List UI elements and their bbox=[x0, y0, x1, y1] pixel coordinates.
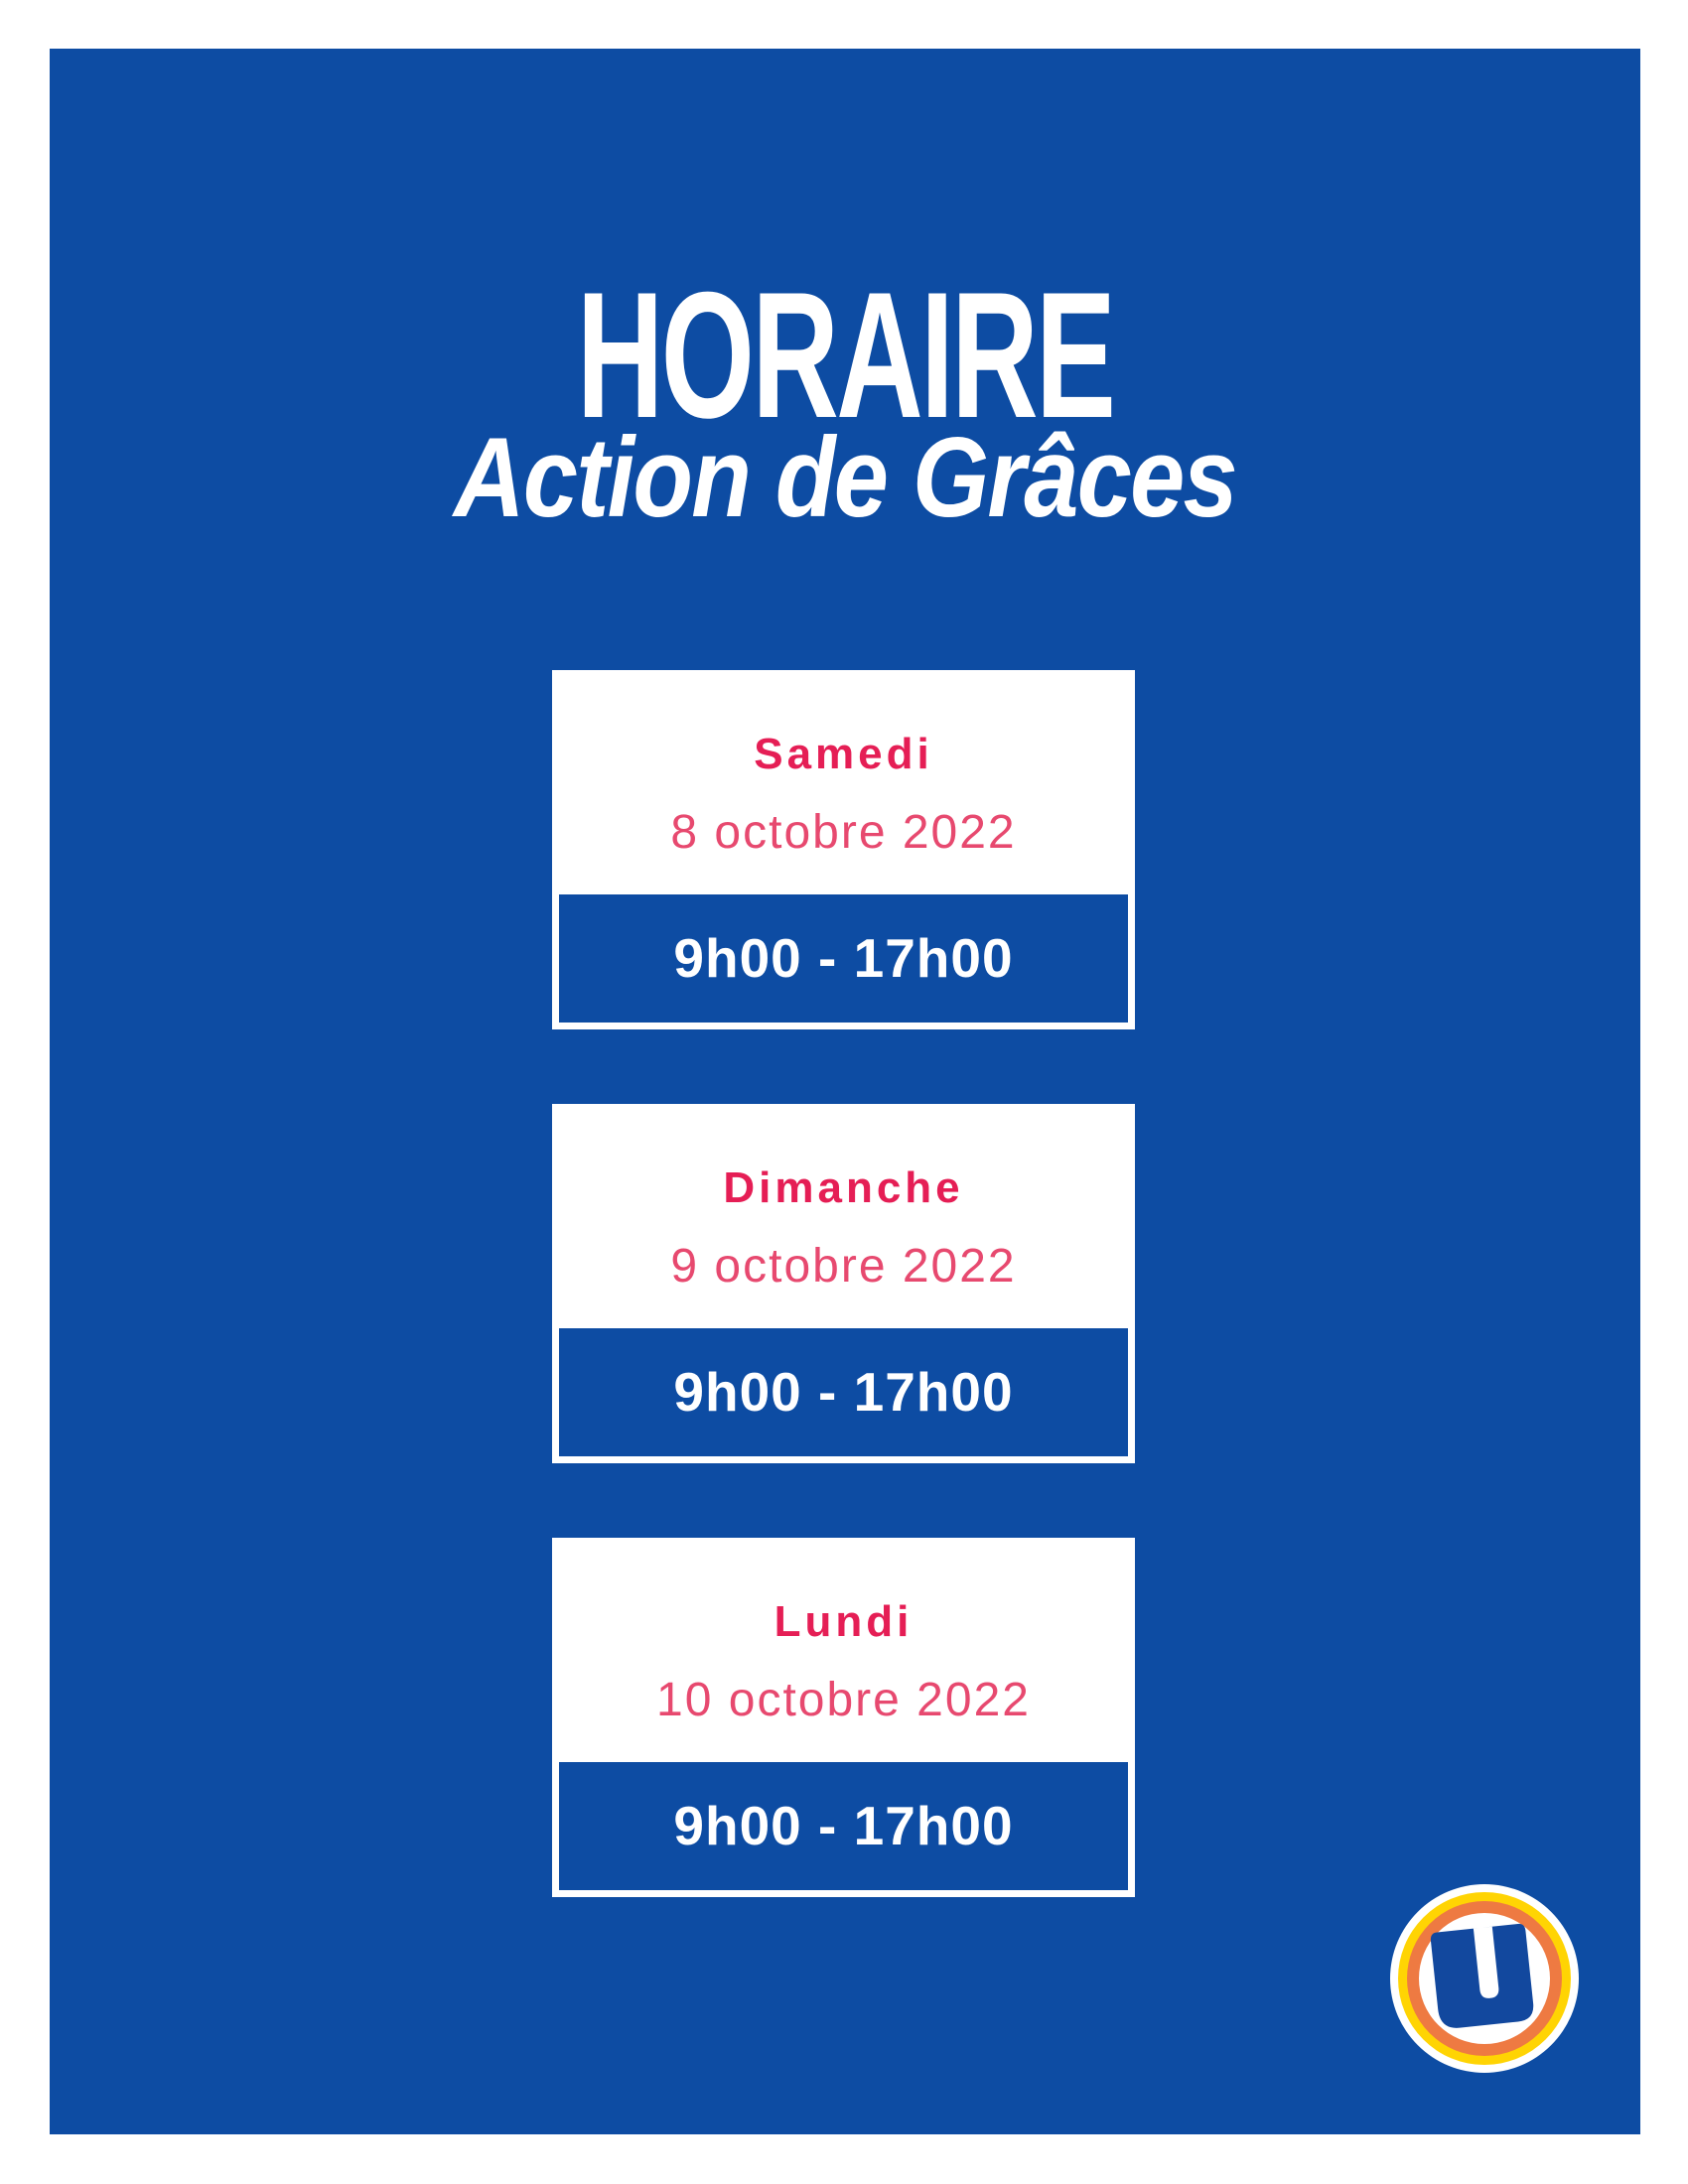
hours-label: 9h00 - 17h00 bbox=[673, 927, 1014, 989]
day-label: Samedi bbox=[754, 730, 933, 778]
day-label: Dimanche bbox=[723, 1163, 964, 1212]
poster-title: HORAIRE bbox=[576, 255, 1116, 456]
hours-label: 9h00 - 17h00 bbox=[673, 1795, 1014, 1856]
uniprix-logo bbox=[1390, 1884, 1579, 2073]
poster-background-panel: HORAIRE Action de Grâces Samedi 8 octobr… bbox=[50, 49, 1640, 2134]
day-label: Lundi bbox=[774, 1597, 914, 1646]
date-label: 9 octobre 2022 bbox=[670, 1240, 1017, 1293]
hours-bar: 9h00 - 17h00 bbox=[559, 1762, 1128, 1890]
schedule-card-samedi: Samedi 8 octobre 2022 9h00 - 17h00 bbox=[552, 670, 1135, 1029]
poster-subtitle: Action de Grâces bbox=[454, 415, 1238, 541]
schedule-card-dimanche: Dimanche 9 octobre 2022 9h00 - 17h00 bbox=[552, 1104, 1135, 1463]
hours-bar: 9h00 - 17h00 bbox=[559, 894, 1128, 1023]
schedule-card-lundi: Lundi 10 octobre 2022 9h00 - 17h00 bbox=[552, 1538, 1135, 1897]
hours-bar: 9h00 - 17h00 bbox=[559, 1328, 1128, 1456]
hours-label: 9h00 - 17h00 bbox=[673, 1361, 1014, 1423]
date-label: 8 octobre 2022 bbox=[670, 806, 1017, 859]
uniprix-logo-icon bbox=[1390, 1884, 1579, 2073]
date-label: 10 octobre 2022 bbox=[656, 1674, 1031, 1726]
logo-letter-u bbox=[1430, 1923, 1534, 2028]
